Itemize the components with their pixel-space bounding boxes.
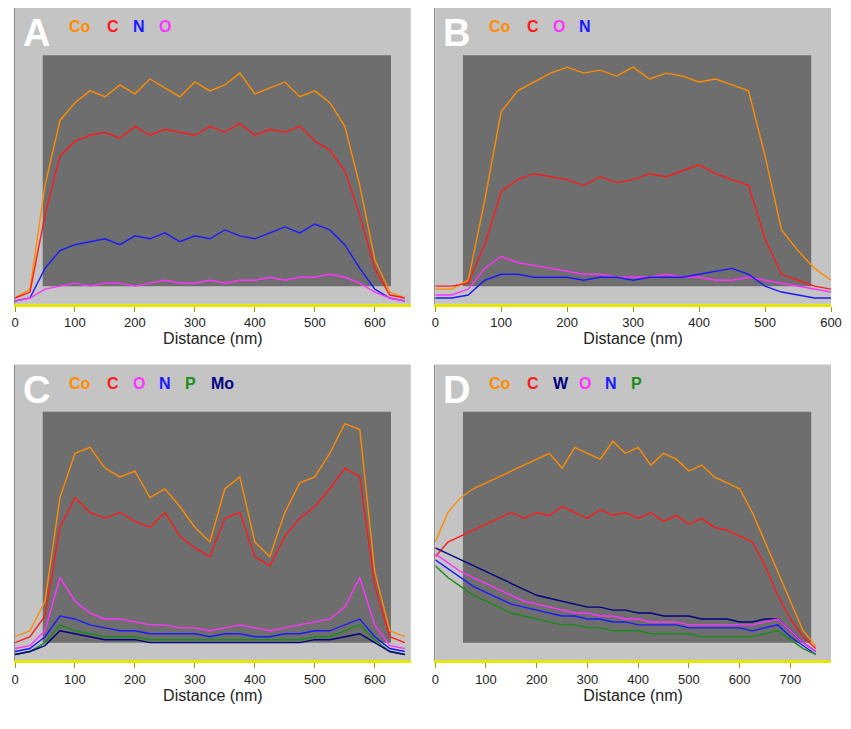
svg-text:0: 0 (11, 315, 18, 330)
svg-text:C: C (527, 375, 539, 392)
svg-text:D: D (443, 369, 470, 411)
svg-text:O: O (133, 375, 145, 392)
svg-text:Mo: Mo (211, 375, 234, 392)
svg-text:N: N (579, 18, 591, 35)
svg-text:100: 100 (64, 672, 86, 687)
svg-text:C: C (527, 18, 539, 35)
svg-text:Distance (nm): Distance (nm) (163, 687, 263, 704)
svg-text:300: 300 (184, 672, 206, 687)
svg-text:N: N (133, 18, 145, 35)
svg-text:200: 200 (556, 315, 578, 330)
svg-text:Distance (nm): Distance (nm) (583, 687, 683, 704)
svg-text:O: O (159, 18, 171, 35)
svg-text:400: 400 (244, 315, 266, 330)
svg-text:100: 100 (64, 315, 86, 330)
svg-text:0: 0 (11, 672, 18, 687)
svg-text:Co: Co (69, 18, 91, 35)
svg-text:C: C (107, 375, 119, 392)
svg-text:B: B (443, 12, 470, 54)
svg-text:100: 100 (475, 672, 497, 687)
svg-text:400: 400 (627, 672, 649, 687)
svg-text:100: 100 (490, 315, 512, 330)
svg-text:500: 500 (304, 672, 326, 687)
svg-text:200: 200 (124, 315, 146, 330)
svg-text:Distance (nm): Distance (nm) (583, 330, 683, 347)
svg-text:600: 600 (820, 315, 842, 330)
svg-text:Co: Co (489, 375, 511, 392)
svg-text:600: 600 (729, 672, 751, 687)
svg-text:Co: Co (69, 375, 91, 392)
svg-text:600: 600 (364, 315, 386, 330)
svg-text:P: P (631, 375, 642, 392)
svg-text:O: O (579, 375, 591, 392)
svg-text:500: 500 (304, 315, 326, 330)
svg-text:N: N (159, 375, 171, 392)
svg-text:W: W (553, 375, 569, 392)
svg-text:500: 500 (754, 315, 776, 330)
svg-text:O: O (553, 18, 565, 35)
svg-text:C: C (107, 18, 119, 35)
svg-text:0: 0 (432, 672, 439, 687)
svg-text:Distance (nm): Distance (nm) (163, 330, 263, 347)
svg-text:200: 200 (124, 672, 146, 687)
svg-text:200: 200 (526, 672, 548, 687)
svg-text:300: 300 (184, 315, 206, 330)
svg-text:500: 500 (678, 672, 700, 687)
svg-text:P: P (185, 375, 196, 392)
svg-text:C: C (23, 369, 50, 411)
svg-text:700: 700 (780, 672, 802, 687)
svg-text:600: 600 (364, 672, 386, 687)
svg-text:300: 300 (622, 315, 644, 330)
svg-text:A: A (23, 12, 50, 54)
svg-text:N: N (605, 375, 617, 392)
svg-text:0: 0 (432, 315, 439, 330)
svg-text:Co: Co (489, 18, 511, 35)
svg-text:400: 400 (244, 672, 266, 687)
svg-text:300: 300 (577, 672, 599, 687)
svg-text:400: 400 (688, 315, 710, 330)
